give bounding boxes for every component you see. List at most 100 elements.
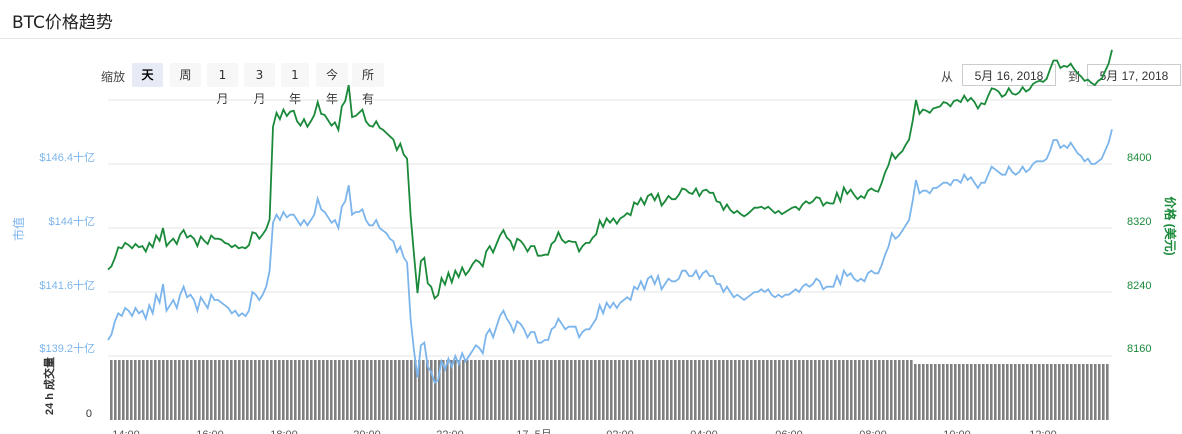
volume-bar-52 [314, 360, 317, 420]
volume-bar-226 [1010, 364, 1013, 420]
volume-bar-194 [882, 360, 885, 420]
volume-bar-63 [358, 360, 361, 420]
volume-bar-148 [698, 360, 701, 420]
volume-bar-165 [766, 360, 769, 420]
volume-bar-69 [382, 360, 385, 420]
volume-bar-216 [970, 364, 973, 420]
volume-bar-27 [214, 360, 217, 420]
volume-bar-83 [438, 360, 441, 420]
zoom-button-7[interactable]: 所有 [352, 63, 384, 106]
left-axis-tick-1: $146.4十亿 [39, 150, 95, 164]
volume-bar-180 [826, 360, 829, 420]
volume-bar-6 [130, 360, 133, 420]
volume-bar-157 [734, 360, 737, 420]
volume-bar-215 [966, 364, 969, 420]
volume-bar-179 [822, 360, 825, 420]
volume-bar-120 [586, 360, 589, 420]
volume-bar-3 [118, 360, 121, 420]
volume-bar-238 [1058, 364, 1061, 420]
volume-bar-131 [630, 360, 633, 420]
volume-bar-224 [1002, 364, 1005, 420]
volume-bar-147 [694, 360, 697, 420]
volume-bar-82 [434, 360, 437, 420]
volume-bar-46 [290, 360, 293, 420]
volume-bar-169 [782, 360, 785, 420]
volume-bar-10 [146, 360, 149, 420]
volume-bar-127 [614, 360, 617, 420]
market-cap-line [107, 129, 1113, 385]
volume-bar-132 [634, 360, 637, 420]
volume-bar-35 [246, 360, 249, 420]
x-axis-tick-2: 16:00 [196, 429, 224, 434]
volume-bar-161 [750, 360, 753, 420]
volume-bar-140 [666, 360, 669, 420]
volume-bar-249 [1102, 364, 1105, 420]
volume-bar-109 [542, 360, 545, 420]
volume-bar-39 [262, 360, 265, 420]
volume-bar-195 [886, 360, 889, 420]
volume-bar-178 [818, 360, 821, 420]
volume-bar-25 [206, 360, 209, 420]
volume-bar-134 [642, 360, 645, 420]
volume-bar-88 [458, 360, 461, 420]
volume-bar-74 [402, 360, 405, 420]
volume-bar-247 [1094, 364, 1097, 420]
zoom-button-5[interactable]: 1年 [281, 63, 309, 106]
volume-bar-235 [1046, 364, 1049, 420]
volume-bar-166 [770, 360, 773, 420]
volume-bar-5 [126, 360, 129, 420]
volume-bar-102 [514, 360, 517, 420]
zoom-button-3[interactable]: 1月 [207, 63, 238, 106]
zoom-button-1[interactable]: 天 [132, 63, 163, 87]
volume-bar-14 [162, 360, 165, 420]
volume-bar-117 [574, 360, 577, 420]
range-to-input[interactable] [1087, 64, 1181, 86]
volume-bar-42 [274, 360, 277, 420]
volume-bar-116 [570, 360, 573, 420]
volume-bar-198 [898, 360, 901, 420]
volume-bar-228 [1018, 364, 1021, 420]
volume-bar-57 [334, 360, 337, 420]
volume-bar-49 [302, 360, 305, 420]
volume-bar-60 [346, 360, 349, 420]
volume-bar-155 [726, 360, 729, 420]
volume-bar-168 [778, 360, 781, 420]
volume-bar-213 [958, 364, 961, 420]
volume-bar-96 [490, 360, 493, 420]
volume-bar-208 [938, 364, 941, 420]
volume-bar-65 [366, 360, 369, 420]
volume-bar-56 [330, 360, 333, 420]
volume-bar-217 [974, 364, 977, 420]
volume-bar-230 [1026, 364, 1029, 420]
zoom-button-6[interactable]: 今年 [316, 63, 348, 106]
range-from-input[interactable] [962, 64, 1056, 86]
volume-bar-26 [210, 360, 213, 420]
volume-bar-158 [738, 360, 741, 420]
volume-bar-62 [354, 360, 357, 420]
page-title: BTC价格趋势 [12, 13, 113, 33]
volume-bar-188 [858, 360, 861, 420]
volume-bar-16 [170, 360, 173, 420]
volume-bar-41 [270, 360, 273, 420]
x-axis-tick-10: 08:00 [859, 429, 887, 434]
volume-bar-159 [742, 360, 745, 420]
volume-bar-225 [1006, 364, 1009, 420]
volume-bar-176 [810, 360, 813, 420]
zoom-button-2[interactable]: 周 [170, 63, 201, 87]
right-axis-tick-2: 8320 [1127, 216, 1151, 228]
volume-bar-137 [654, 360, 657, 420]
volume-bar-51 [310, 360, 313, 420]
volume-bar-81 [430, 360, 433, 420]
volume-axis-tick-1: 0 [86, 408, 92, 420]
volume-bar-210 [946, 364, 949, 420]
volume-bar-191 [870, 360, 873, 420]
volume-bar-156 [730, 360, 733, 420]
x-axis-tick-4: 20:00 [353, 429, 381, 434]
volume-bar-222 [994, 364, 997, 420]
volume-bar-59 [342, 360, 345, 420]
right-axis-tick-4: 8160 [1127, 343, 1151, 355]
volume-bar-24 [202, 360, 205, 420]
zoom-button-4[interactable]: 3月 [244, 63, 275, 106]
volume-bar-205 [926, 364, 929, 420]
volume-bar-153 [718, 360, 721, 420]
